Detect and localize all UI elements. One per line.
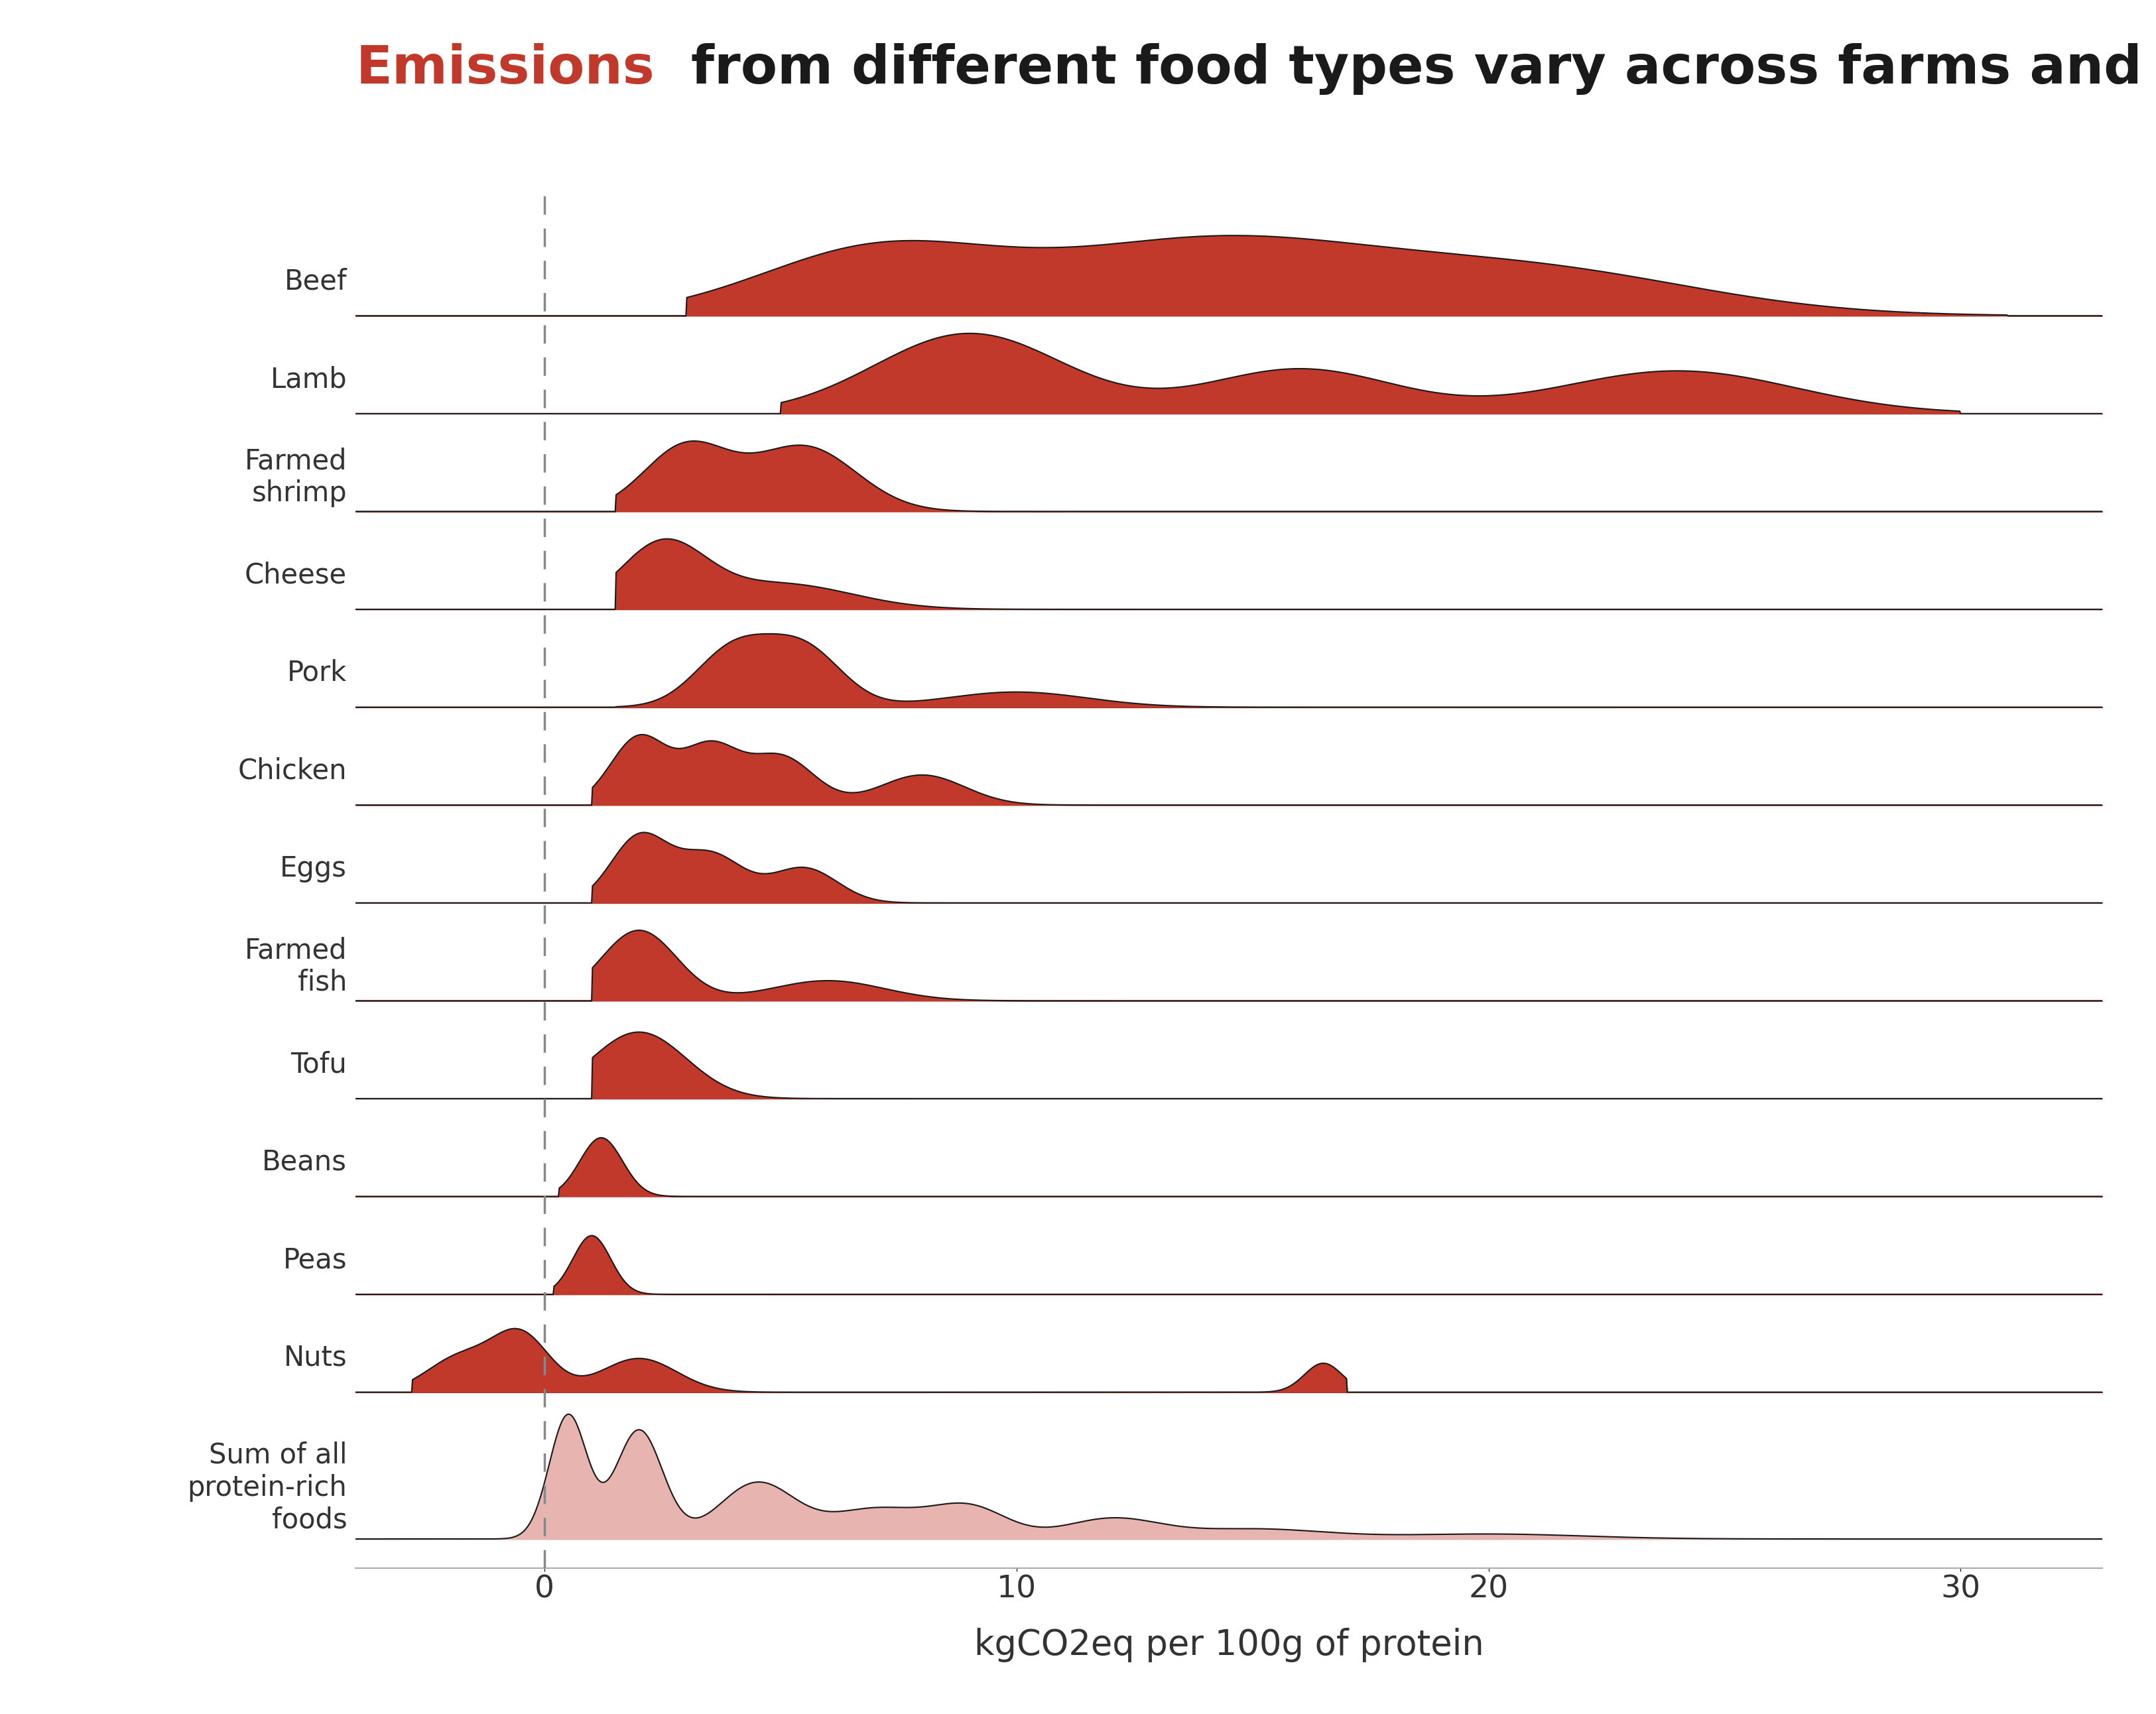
- Text: Beans: Beans: [263, 1148, 347, 1176]
- Text: Sum of all
protein-rich
foods: Sum of all protein-rich foods: [188, 1441, 347, 1534]
- Text: Eggs: Eggs: [280, 855, 347, 883]
- Text: Beef: Beef: [285, 267, 347, 295]
- Text: Peas: Peas: [282, 1246, 347, 1274]
- Text: from different food types vary across farms and countries: from different food types vary across fa…: [673, 43, 2156, 94]
- Text: Farmed
shrimp: Farmed shrimp: [244, 447, 347, 507]
- Text: Pork: Pork: [287, 658, 347, 687]
- Text: Lamb: Lamb: [270, 365, 347, 393]
- Text: Emissions: Emissions: [356, 43, 655, 94]
- Text: Cheese: Cheese: [246, 560, 347, 590]
- Text: Farmed
fish: Farmed fish: [244, 936, 347, 996]
- X-axis label: kgCO2eq per 100g of protein: kgCO2eq per 100g of protein: [975, 1628, 1483, 1663]
- Text: Tofu: Tofu: [291, 1051, 347, 1078]
- Text: Nuts: Nuts: [285, 1344, 347, 1371]
- Text: Chicken: Chicken: [237, 758, 347, 785]
